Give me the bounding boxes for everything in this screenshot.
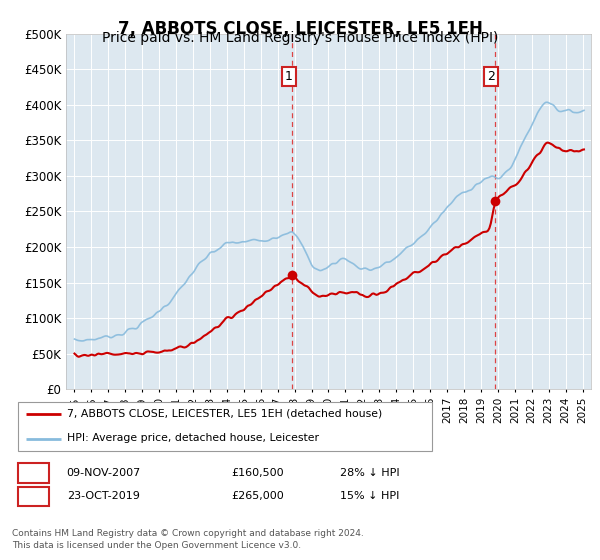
Text: Price paid vs. HM Land Registry's House Price Index (HPI): Price paid vs. HM Land Registry's House … <box>102 31 498 45</box>
FancyBboxPatch shape <box>18 487 49 506</box>
Text: 09-NOV-2007: 09-NOV-2007 <box>67 468 141 478</box>
Text: 1: 1 <box>29 466 38 479</box>
Bar <box>18 402 433 451</box>
Text: 7, ABBOTS CLOSE, LEICESTER, LE5 1EH (detached house): 7, ABBOTS CLOSE, LEICESTER, LE5 1EH (det… <box>67 409 382 419</box>
Text: 7, ABBOTS CLOSE, LEICESTER, LE5 1EH: 7, ABBOTS CLOSE, LEICESTER, LE5 1EH <box>118 20 482 38</box>
Text: 23-OCT-2019: 23-OCT-2019 <box>67 491 140 501</box>
Text: HPI: Average price, detached house, Leicester: HPI: Average price, detached house, Leic… <box>67 433 319 444</box>
Text: £265,000: £265,000 <box>231 491 284 501</box>
Text: 1: 1 <box>285 70 293 83</box>
Text: 2: 2 <box>29 489 38 503</box>
Text: 15% ↓ HPI: 15% ↓ HPI <box>340 491 400 501</box>
Text: 2: 2 <box>487 70 495 83</box>
Text: £160,500: £160,500 <box>231 468 284 478</box>
FancyBboxPatch shape <box>18 463 49 483</box>
Text: 28% ↓ HPI: 28% ↓ HPI <box>340 468 400 478</box>
Text: Contains HM Land Registry data © Crown copyright and database right 2024.
This d: Contains HM Land Registry data © Crown c… <box>12 529 364 550</box>
